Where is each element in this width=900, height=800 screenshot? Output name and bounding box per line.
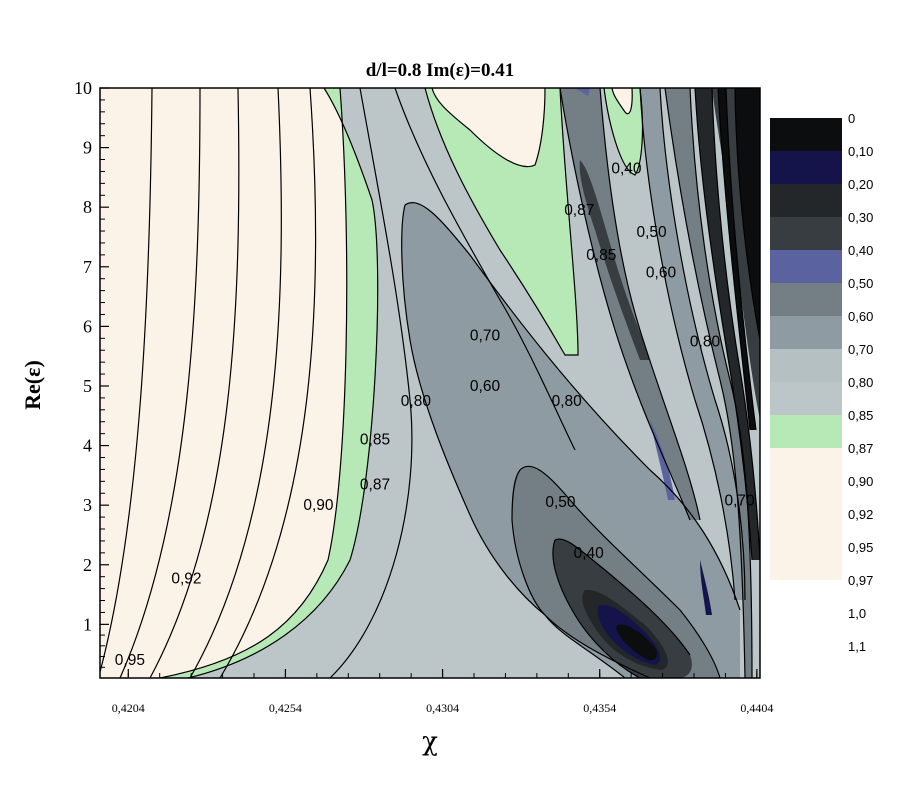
contour-label: 0,87: [360, 476, 390, 493]
contour-band-085: [604, 88, 643, 175]
contour-label: 0,85: [360, 432, 390, 449]
legend-swatch: [770, 184, 842, 217]
contour-lines: [100, 88, 760, 678]
legend-label: 0,30: [848, 210, 873, 225]
legend-swatch: [770, 250, 842, 283]
legend-swatch: [770, 283, 842, 316]
contour-label: 0,92: [171, 570, 201, 587]
y-tick-label: 10: [74, 78, 92, 98]
legend-swatch: [770, 547, 842, 580]
contour-label: 0,50: [636, 224, 667, 241]
legend-label: 0,50: [848, 276, 873, 291]
contour-band-000: [616, 624, 658, 661]
contour-stripe: [700, 560, 712, 615]
legend-label: 0,92: [848, 507, 873, 522]
contour-label: 0,85: [586, 247, 616, 264]
y-tick-label: 6: [83, 316, 92, 336]
legend-label: 0,40: [848, 243, 873, 258]
contour-label: 0,87: [564, 202, 594, 219]
legend-swatch: [770, 316, 842, 349]
contour-stripe: [640, 88, 745, 600]
y-tick-label: 3: [83, 495, 92, 515]
x-tick-label: 0,4404: [740, 701, 773, 715]
contour-label: 0,40: [574, 545, 605, 562]
legend-swatch: [770, 151, 842, 184]
contour-region-high: [100, 88, 347, 678]
contour-label: 0,70: [724, 492, 755, 509]
legend-label: 1,0: [848, 606, 866, 621]
contour-stripe: [695, 88, 760, 560]
x-axis-ticks: 0,4204 0,4254 0,4304 0,4354 0,4404: [112, 669, 773, 715]
y-tick-label: 1: [83, 614, 92, 634]
contour-label: 0,70: [470, 327, 501, 344]
legend-label: 0,85: [848, 408, 873, 423]
contour-stripe: [579, 160, 650, 360]
contour-label: 0,60: [646, 265, 677, 282]
y-axis-label: Re(ε): [20, 360, 45, 410]
legend-label: 0,10: [848, 144, 873, 159]
contour-label: 0,95: [115, 652, 145, 669]
legend-swatch: [770, 481, 842, 514]
contour-band-060: [512, 466, 720, 678]
legend-swatch: [770, 118, 842, 151]
contour-label: 0,80: [552, 393, 583, 410]
contour-label: 0,40: [611, 160, 642, 177]
contour-label: 0,80: [401, 393, 432, 410]
x-axis-label: χ: [422, 727, 438, 757]
legend-swatch: [770, 349, 842, 382]
contour-stripe: [735, 88, 760, 340]
y-tick-label: 5: [83, 376, 92, 396]
legend-label: 0,90: [848, 474, 873, 489]
x-tick-label: 0,4354: [583, 701, 616, 715]
contour-label: 0,60: [470, 378, 501, 395]
legend-swatch: [770, 217, 842, 250]
color-legend: 0 0,10 0,20 0,30 0,40 0,50 0,60 0,70 0,80 0,85 0,8…: [770, 111, 873, 654]
contour-label: 0,50: [545, 494, 576, 511]
plot-frame: [99, 87, 761, 679]
contour-band-085: [425, 88, 578, 355]
contour-region-high: [612, 88, 633, 114]
legend-label: 0: [848, 111, 855, 126]
contour-label: 0,90: [303, 497, 334, 514]
contour-label: 0,80: [690, 333, 721, 350]
legend-swatch: [770, 415, 842, 448]
legend-label: 0,80: [848, 375, 873, 390]
chart-title: d/l=0.8 Im(ε)=0.41: [366, 60, 515, 81]
y-tick-label: 9: [83, 138, 92, 158]
x-tick-label: 0,4304: [426, 701, 459, 715]
legend-swatch: [770, 514, 842, 547]
y-tick-label: 4: [83, 436, 92, 456]
x-tick-label: 0,4204: [112, 701, 145, 715]
legend-swatch: [770, 448, 842, 481]
x-tick-label: 0,4254: [269, 701, 302, 715]
contour-stripe: [575, 88, 590, 96]
plot-area: [100, 88, 760, 678]
legend-label: 0,70: [848, 342, 873, 357]
y-tick-label: 2: [83, 555, 92, 575]
legend-label: 0,95: [848, 540, 873, 555]
legend-label: 1,1: [848, 639, 866, 654]
legend-label: 0,97: [848, 573, 873, 588]
y-tick-label: 8: [83, 197, 92, 217]
contour-region-high: [432, 88, 545, 167]
contour-labels: 0,95 0,92 0,90 0,87 0,85 0,80 0,70 0,60 0,80 0,50…: [115, 160, 755, 669]
legend-swatch: [770, 382, 842, 415]
y-tick-label: 7: [83, 257, 92, 277]
legend-label: 0,87: [848, 441, 873, 456]
y-axis-ticks: 1 2 3 4 5 6 7 8 9 10: [74, 78, 109, 668]
legend-label: 0,20: [848, 177, 873, 192]
legend-label: 0,60: [848, 309, 873, 324]
